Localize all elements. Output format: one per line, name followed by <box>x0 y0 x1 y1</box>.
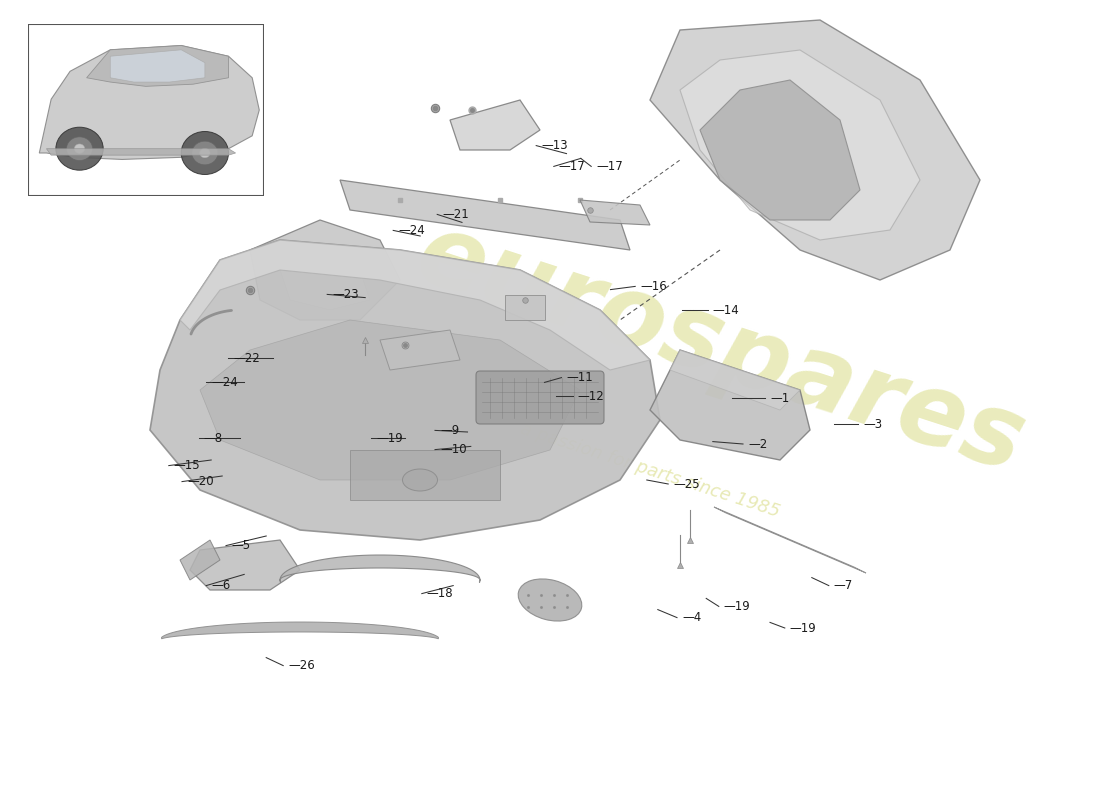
Polygon shape <box>180 540 220 580</box>
Text: —9: —9 <box>440 424 460 437</box>
Text: —8: —8 <box>204 432 222 445</box>
Polygon shape <box>700 80 860 220</box>
Polygon shape <box>190 540 300 590</box>
Text: —5: —5 <box>231 539 250 552</box>
Polygon shape <box>280 250 370 310</box>
Text: —21: —21 <box>442 208 469 221</box>
Polygon shape <box>350 450 500 500</box>
Text: —25: —25 <box>673 478 700 490</box>
Text: —16: —16 <box>640 280 667 293</box>
Text: —17: —17 <box>596 160 623 173</box>
Polygon shape <box>650 350 810 460</box>
Polygon shape <box>180 240 650 370</box>
Text: —18: —18 <box>427 587 453 600</box>
Polygon shape <box>200 320 580 480</box>
Circle shape <box>66 137 92 161</box>
Polygon shape <box>650 20 980 280</box>
Polygon shape <box>250 220 400 320</box>
Polygon shape <box>379 330 460 370</box>
Polygon shape <box>40 46 260 159</box>
Text: —24: —24 <box>398 224 425 237</box>
Polygon shape <box>505 295 544 320</box>
Polygon shape <box>280 555 480 582</box>
Polygon shape <box>714 507 866 573</box>
Text: —15: —15 <box>174 459 200 472</box>
Polygon shape <box>46 149 235 155</box>
Polygon shape <box>450 100 540 150</box>
Text: —24: —24 <box>211 376 238 389</box>
Text: —2: —2 <box>748 438 768 450</box>
Circle shape <box>182 131 229 174</box>
Ellipse shape <box>518 579 582 621</box>
Text: —26: —26 <box>288 659 315 672</box>
Circle shape <box>200 148 210 158</box>
Polygon shape <box>670 350 800 410</box>
Text: —11: —11 <box>566 371 593 384</box>
Circle shape <box>75 144 85 154</box>
Text: —19: —19 <box>790 622 816 634</box>
Polygon shape <box>680 50 920 240</box>
Circle shape <box>56 127 103 170</box>
Text: —12: —12 <box>578 390 604 402</box>
Polygon shape <box>162 622 439 639</box>
Text: —6: —6 <box>211 579 231 592</box>
Text: —19: —19 <box>724 600 750 613</box>
Text: —10: —10 <box>440 443 466 456</box>
Text: —4: —4 <box>682 611 702 624</box>
Circle shape <box>191 141 218 165</box>
Polygon shape <box>150 240 660 540</box>
Text: eurospares: eurospares <box>404 206 1036 494</box>
Polygon shape <box>580 200 650 225</box>
Text: a passion for parts since 1985: a passion for parts since 1985 <box>518 419 782 521</box>
Text: —13: —13 <box>541 139 568 152</box>
Polygon shape <box>110 50 205 82</box>
Text: —20: —20 <box>187 475 213 488</box>
Text: —17: —17 <box>559 160 585 173</box>
Text: —23: —23 <box>332 288 359 301</box>
Text: —22: —22 <box>233 352 260 365</box>
Polygon shape <box>340 180 630 250</box>
Ellipse shape <box>403 469 438 491</box>
Text: —3: —3 <box>864 418 882 430</box>
Polygon shape <box>87 46 229 86</box>
FancyBboxPatch shape <box>476 371 604 424</box>
Text: —1: —1 <box>770 392 789 405</box>
Text: —7: —7 <box>834 579 854 592</box>
Text: —19: —19 <box>376 432 403 445</box>
Text: —14: —14 <box>713 304 739 317</box>
